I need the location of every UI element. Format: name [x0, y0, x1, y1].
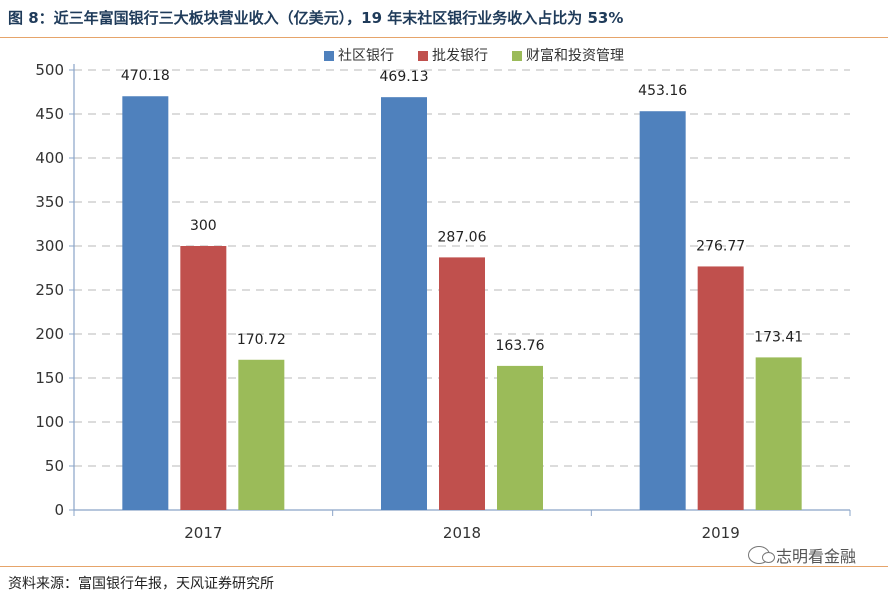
y-tick-label: 450: [35, 105, 64, 123]
watermark-text: 志明看金融: [775, 547, 856, 566]
data-label: 170.72: [237, 332, 286, 348]
bar: [755, 357, 802, 510]
y-tick-label: 300: [35, 237, 64, 255]
x-tick-label: 2019: [702, 524, 740, 542]
y-tick-label: 100: [35, 413, 64, 431]
legend-swatch: [324, 51, 334, 61]
y-tick-label: 250: [35, 281, 64, 299]
bar: [180, 246, 227, 510]
data-label: 453.16: [638, 83, 687, 99]
y-tick-label: 50: [45, 457, 64, 475]
data-label: 300: [190, 218, 217, 234]
y-tick-label: 150: [35, 369, 64, 387]
bar-chart: 0 50 100 150 200 250 300 350 400 450 500 2017 2018 20…: [35, 47, 851, 542]
legend-label: 批发银行: [432, 48, 488, 64]
top-divider: [0, 37, 888, 38]
bar: [439, 257, 485, 510]
figure-title: 图 8：近三年富国银行三大板块营业收入（亿美元），19 年末社区银行业务收入占比…: [8, 9, 624, 27]
x-tick-label: 2018: [443, 524, 481, 542]
bar: [639, 111, 686, 510]
y-tick-label: 400: [35, 149, 64, 167]
y-tick-label: 0: [54, 501, 64, 519]
bar: [122, 96, 169, 510]
legend-swatch: [512, 51, 522, 61]
source-note: 资料来源：富国银行年报，天风证券研究所: [8, 576, 274, 592]
bars: [122, 96, 802, 511]
bottom-divider: [0, 566, 888, 567]
legend-swatch: [418, 51, 428, 61]
legend: 社区银行 批发银行 财富和投资管理: [324, 47, 624, 64]
data-labels: 470.18 300 170.72 469.13 287.06 163.76 453.16 2…: [121, 68, 803, 354]
legend-label: 财富和投资管理: [526, 47, 624, 64]
y-tick-label: 500: [35, 61, 64, 79]
data-label: 287.06: [438, 229, 487, 245]
data-label: 470.18: [121, 68, 170, 84]
bar: [697, 266, 744, 510]
data-label: 469.13: [380, 69, 429, 85]
data-label: 276.77: [696, 238, 745, 254]
y-tick-label: 200: [35, 325, 64, 343]
legend-label: 社区银行: [338, 48, 394, 64]
bar: [497, 365, 543, 510]
data-label: 163.76: [496, 338, 545, 354]
x-tick-label: 2017: [184, 524, 222, 542]
data-label: 173.41: [754, 329, 803, 345]
bar: [381, 97, 427, 511]
bar: [238, 359, 285, 510]
wechat-icon: [747, 546, 775, 564]
y-tick-label: 350: [35, 193, 64, 211]
watermark: 志明看金融: [747, 543, 856, 567]
